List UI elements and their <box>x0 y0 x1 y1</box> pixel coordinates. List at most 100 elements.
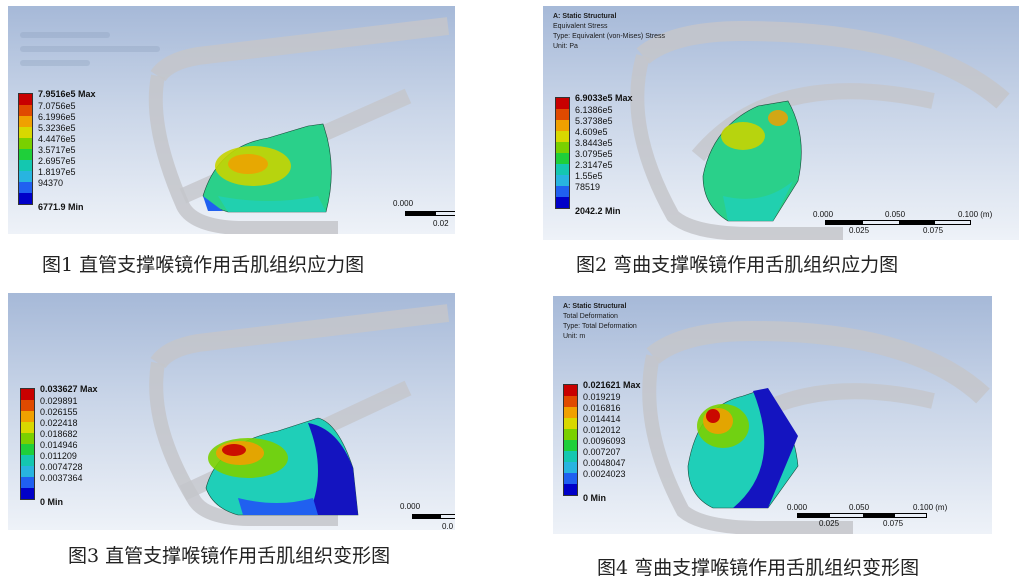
result-name: Total Deformation <box>563 313 618 320</box>
legend-label: 4.4476e5 <box>38 133 76 144</box>
result-type: Type: Total Deformation <box>563 323 637 330</box>
legend-label: 0.021621 Max <box>583 380 641 390</box>
legend-swatch <box>19 138 32 149</box>
result-unit: Unit: Pa <box>553 43 578 50</box>
legend-label: 5.3236e5 <box>38 122 76 133</box>
scale-tick: 0.100 (m) <box>958 210 993 219</box>
legend-label: 0.014414 <box>583 413 621 424</box>
legend-swatch <box>19 160 32 171</box>
figure-caption-1: 图1 直管支撑喉镜作用舌肌组织应力图 <box>42 254 365 276</box>
analysis-header-2: A: Static Structural Equivalent Stress T… <box>553 12 665 52</box>
legend-swatch <box>19 127 32 138</box>
scale-bar <box>412 514 455 519</box>
legend-label: 6.1386e5 <box>575 104 613 115</box>
legend-swatch <box>21 433 34 444</box>
legend-swatch <box>564 385 577 396</box>
legend-swatch <box>19 149 32 160</box>
legend-swatch <box>564 462 577 473</box>
legend-label: 0.018682 <box>40 428 78 439</box>
legend-swatch <box>19 193 32 204</box>
legend-label: 2042.2 Min <box>575 206 621 216</box>
legend-label: 1.55e5 <box>575 170 603 181</box>
scale-tick: 0.02 <box>433 219 449 228</box>
legend-label: 1.8197e5 <box>38 166 76 177</box>
legend-swatch <box>556 197 569 208</box>
scale-tick: 0.000 <box>813 210 834 219</box>
laryngoscope-tissue-model-2 <box>630 20 1010 240</box>
legend-swatch <box>556 109 569 120</box>
scale-tick: 0.000 <box>393 199 414 208</box>
legend-swatch <box>564 407 577 418</box>
laryngoscope-tissue-model-4 <box>642 320 990 534</box>
legend-color-bar <box>555 97 570 209</box>
legend-label: 0 Min <box>40 497 64 507</box>
result-unit: Unit: m <box>563 333 586 340</box>
legend-label: 0.012012 <box>583 424 621 435</box>
figure-panel-1: 7.9516e5 Max 7.0756e5 6.1996e5 5.3236e5 4.44… <box>8 6 455 234</box>
scale-tick: 0.025 <box>819 519 840 528</box>
legend-label: 0.029891 <box>40 395 78 406</box>
legend-swatch <box>564 451 577 462</box>
legend-swatch <box>556 142 569 153</box>
figure-caption-3: 图3 直管支撑喉镜作用舌肌组织变形图 <box>68 545 391 567</box>
legend-swatch <box>21 389 34 400</box>
legend-swatch <box>21 466 34 477</box>
legend-label: 0.0074728 <box>40 461 83 472</box>
legend-label: 5.3738e5 <box>575 115 613 126</box>
laryngoscope-tissue-model-3 <box>149 304 450 526</box>
legend-label: 0.022418 <box>40 417 78 428</box>
legend-swatch <box>564 440 577 451</box>
legend-swatch <box>564 418 577 429</box>
legend-label: 78519 <box>575 181 601 192</box>
legend-swatch <box>21 411 34 422</box>
legend-label: 0.014946 <box>40 439 78 450</box>
legend-swatch <box>21 400 34 411</box>
legend-color-bar <box>18 93 33 205</box>
scale-bar <box>797 513 927 518</box>
scale-tick: 0.025 <box>849 226 870 235</box>
legend-swatch <box>564 396 577 407</box>
legend-swatch <box>556 131 569 142</box>
scale-tick: 0.075 <box>923 226 944 235</box>
legend-swatch <box>19 105 32 116</box>
legend-label: 3.8443e5 <box>575 137 613 148</box>
analysis-title: A: Static Structural <box>563 303 627 310</box>
legend-label: 3.0795e5 <box>575 148 613 159</box>
legend-label: 0.016816 <box>583 402 621 413</box>
figure-panel-4: A: Static Structural Total Deformation T… <box>553 296 992 534</box>
legend-label: 2.6957e5 <box>38 155 76 166</box>
legend-swatch <box>556 186 569 197</box>
scale-bar <box>405 211 455 216</box>
legend-swatch <box>556 175 569 186</box>
legend-swatch <box>564 429 577 440</box>
legend-label: 0.0048047 <box>583 457 626 468</box>
legend-label: 0.0037364 <box>40 472 83 483</box>
scale-tick: 0.050 <box>885 210 906 219</box>
analysis-title: A: Static Structural <box>553 13 617 20</box>
legend-label: 3.5717e5 <box>38 144 76 155</box>
legend-label: 6.1996e5 <box>38 111 76 122</box>
result-name: Equivalent Stress <box>553 23 608 30</box>
scale-tick: 0.000 <box>400 502 421 511</box>
legend-label: 4.609e5 <box>575 126 608 137</box>
legend-swatch <box>564 484 577 495</box>
legend-swatch <box>19 94 32 105</box>
figure-caption-4: 图4 弯曲支撑喉镜作用舌肌组织变形图 <box>597 557 920 579</box>
result-type: Type: Equivalent (von-Mises) Stress <box>553 33 666 40</box>
legend-label: 0.007207 <box>583 446 621 457</box>
scale-bar <box>825 220 971 225</box>
legend-swatch <box>19 171 32 182</box>
legend-label: 0.033627 Max <box>40 384 98 394</box>
legend-swatch <box>556 98 569 109</box>
legend-label: 0.019219 <box>583 391 621 402</box>
legend-label: 2.3147e5 <box>575 159 613 170</box>
legend-label: 94370 <box>38 177 64 188</box>
legend-label: 0.011209 <box>40 450 77 461</box>
scale-tick: 0.075 <box>883 519 904 528</box>
legend-swatch <box>21 455 34 466</box>
legend-label: 6.9033e5 Max <box>575 93 633 103</box>
scale-tick: 0.000 <box>787 503 808 512</box>
legend-swatch <box>564 473 577 484</box>
analysis-header-4: A: Static Structural Total Deformation T… <box>563 302 637 342</box>
legend-swatch <box>19 182 32 193</box>
